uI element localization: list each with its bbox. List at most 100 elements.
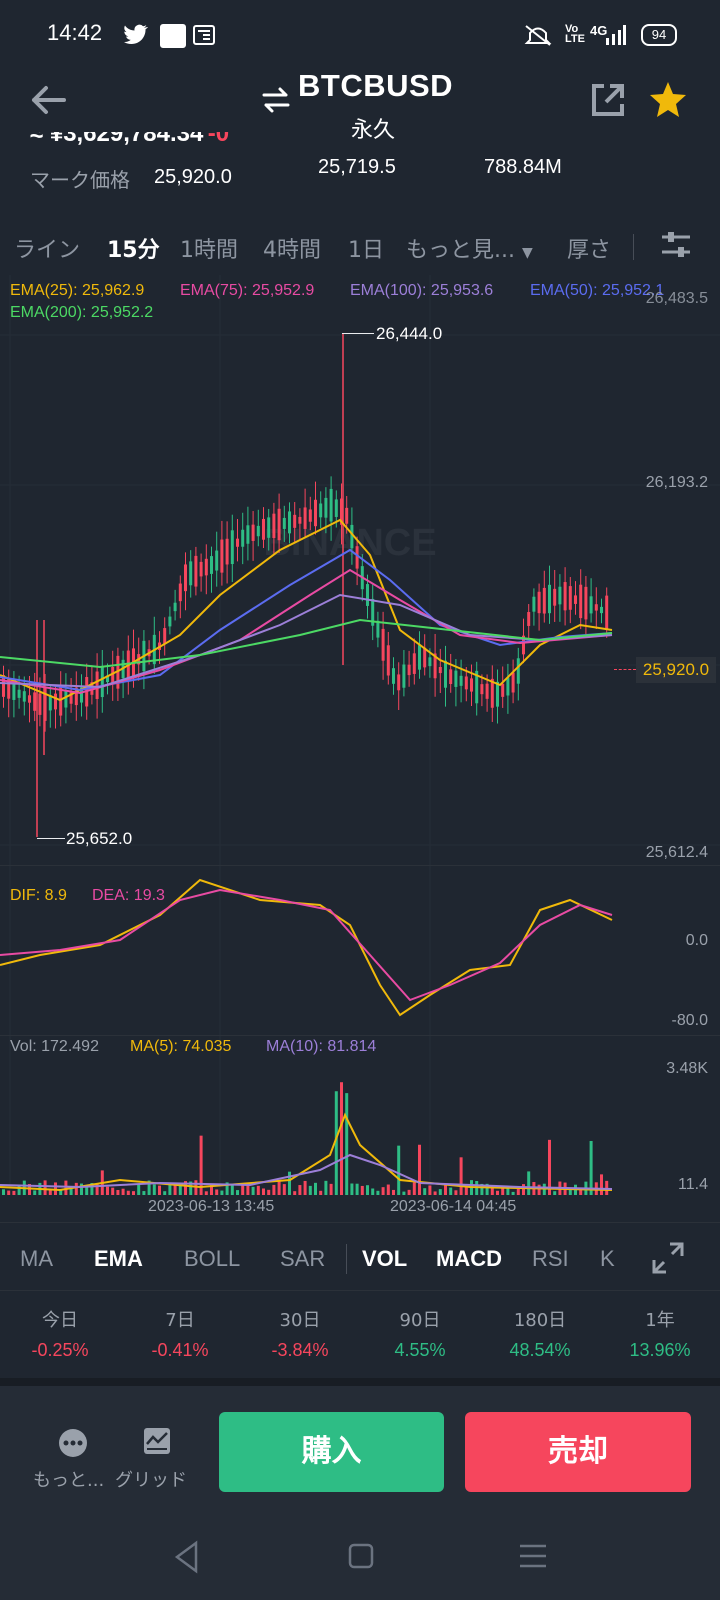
candle-body xyxy=(33,692,37,711)
back-arrow-icon[interactable] xyxy=(28,84,68,116)
indicator-boll[interactable]: BOLL xyxy=(184,1246,241,1271)
candle-body xyxy=(163,628,167,645)
candle-body xyxy=(7,678,11,699)
volume-bar xyxy=(64,1180,68,1195)
candle-body xyxy=(563,582,567,611)
volume-bar xyxy=(262,1188,265,1195)
indicator-kdj[interactable]: K xyxy=(600,1246,615,1271)
volume-bar xyxy=(381,1187,385,1195)
nav-home-icon[interactable] xyxy=(347,1542,375,1570)
tab-depth[interactable]: 厚さ xyxy=(567,238,612,263)
volte-icon: Vo LTE xyxy=(565,23,585,45)
contract-type: 永久 xyxy=(351,118,396,143)
buy-button[interactable]: 購入 xyxy=(219,1412,444,1492)
tab-1h[interactable]: 1時間 xyxy=(180,238,238,263)
volume-bar xyxy=(464,1186,468,1195)
volume-bar xyxy=(548,1139,551,1195)
volume-bar xyxy=(444,1185,447,1195)
volume-bar xyxy=(17,1185,21,1195)
ema200-line xyxy=(0,618,613,669)
divider-performance xyxy=(0,1290,720,1291)
tab-15m[interactable]: 15分 xyxy=(107,238,160,263)
macd-dif-line xyxy=(0,878,613,1017)
candle-body xyxy=(298,516,302,524)
candle-body xyxy=(184,564,187,592)
volume-bar xyxy=(95,1183,99,1195)
chart-settings-icon[interactable] xyxy=(660,230,692,260)
candle-body xyxy=(449,669,453,685)
indicator-macd[interactable]: MACD xyxy=(436,1246,502,1271)
candle-body xyxy=(168,616,172,627)
macd-axis-bottom: -80.0 xyxy=(671,1012,708,1029)
candlestick-chart[interactable]: BINANCE xyxy=(0,275,720,1205)
volume-bar xyxy=(215,1189,219,1195)
high-price-label: 26,444.0 xyxy=(376,324,443,343)
indicator-rsi[interactable]: RSI xyxy=(532,1246,569,1271)
grid-label[interactable]: グリッド xyxy=(115,1470,187,1491)
volume-bar xyxy=(236,1190,239,1195)
indicator-sar[interactable]: SAR xyxy=(280,1246,326,1271)
fullscreen-icon[interactable] xyxy=(650,1240,686,1276)
volume-bar xyxy=(142,1191,146,1195)
candle-body xyxy=(329,488,333,522)
candle-body xyxy=(277,508,281,541)
candle-body xyxy=(288,511,291,534)
sell-button[interactable]: 売却 xyxy=(465,1412,691,1492)
volume-bar xyxy=(438,1189,442,1195)
tab-1d[interactable]: 1日 xyxy=(348,238,384,263)
volume-bar xyxy=(350,1183,354,1195)
favorite-star-icon[interactable] xyxy=(648,80,688,120)
perf-value-90d: 4.55% xyxy=(394,1340,446,1360)
nav-menu-icon[interactable] xyxy=(518,1542,548,1570)
candle-body xyxy=(485,683,489,699)
pair-title[interactable]: BTCBUSD xyxy=(298,68,454,103)
candle-body xyxy=(308,509,312,522)
candle-body xyxy=(220,539,224,573)
candle-body xyxy=(215,550,219,571)
volume-bar xyxy=(397,1145,401,1195)
volume-bar xyxy=(459,1157,463,1195)
indicator-ma[interactable]: MA xyxy=(20,1246,53,1271)
candle-body xyxy=(412,653,416,674)
grid-trading-icon[interactable] xyxy=(142,1426,172,1456)
candle-body xyxy=(501,683,505,697)
more-dots-icon[interactable] xyxy=(58,1428,88,1458)
volume-bar xyxy=(527,1171,531,1195)
volume-bar xyxy=(106,1186,109,1195)
tab-line[interactable]: ライン xyxy=(14,238,81,263)
volume-bar xyxy=(137,1184,141,1195)
share-icon[interactable] xyxy=(590,82,626,118)
candle-body xyxy=(376,620,380,638)
candle-body xyxy=(282,517,286,529)
volume-24h-value: 788.84M xyxy=(484,156,562,178)
indicator-vol[interactable]: VOL xyxy=(362,1246,408,1271)
tab-more[interactable]: もっと見... ▼ xyxy=(406,232,533,264)
perf-value-30d: -3.84% xyxy=(271,1340,329,1360)
status-bar: 14:42 Vo LTE 4G 94 xyxy=(0,0,720,70)
tab-4h[interactable]: 4時間 xyxy=(263,238,321,263)
volume-bar xyxy=(600,1174,603,1195)
twitter-icon xyxy=(124,24,148,44)
candle-body xyxy=(95,671,99,699)
volume-bar xyxy=(256,1185,260,1195)
divider-macd xyxy=(0,865,720,866)
candle-body xyxy=(600,606,603,614)
volume-bar xyxy=(74,1182,78,1195)
candle-body xyxy=(371,598,375,626)
candle-body xyxy=(334,499,338,517)
low-24h-value: 25,719.5 xyxy=(318,156,396,178)
more-label[interactable]: もっと... xyxy=(33,1470,105,1491)
volume-bar xyxy=(506,1185,510,1195)
volume-bar xyxy=(152,1184,156,1195)
vol-ma5: MA(5): 74.035 xyxy=(130,1038,232,1055)
nav-back-icon[interactable] xyxy=(172,1540,202,1574)
indicator-ema[interactable]: EMA xyxy=(94,1246,143,1271)
candle-body xyxy=(355,546,359,569)
last-price-tag: 25,920.0 xyxy=(636,657,716,683)
perf-value-today: -0.25% xyxy=(31,1340,89,1360)
candle-body xyxy=(236,538,239,547)
volume-bar xyxy=(340,1082,343,1195)
swap-icon[interactable] xyxy=(260,86,292,114)
candle-body xyxy=(324,497,328,518)
volume-bar xyxy=(210,1184,213,1195)
